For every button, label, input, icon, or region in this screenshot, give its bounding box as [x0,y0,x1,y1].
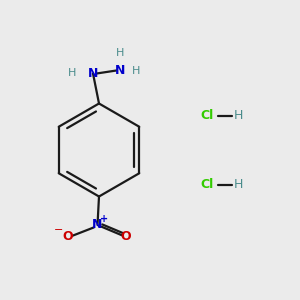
Text: H: H [68,68,76,79]
Text: N: N [92,218,103,232]
Text: +: + [100,214,108,224]
Text: H: H [116,47,124,58]
Text: Cl: Cl [200,178,214,191]
Text: Cl: Cl [200,109,214,122]
Text: O: O [62,230,73,244]
Text: H: H [234,109,243,122]
Text: H: H [132,65,141,76]
Text: N: N [88,67,98,80]
Text: −: − [54,225,63,236]
Text: O: O [121,230,131,244]
Text: H: H [234,178,243,191]
Text: N: N [115,64,125,77]
